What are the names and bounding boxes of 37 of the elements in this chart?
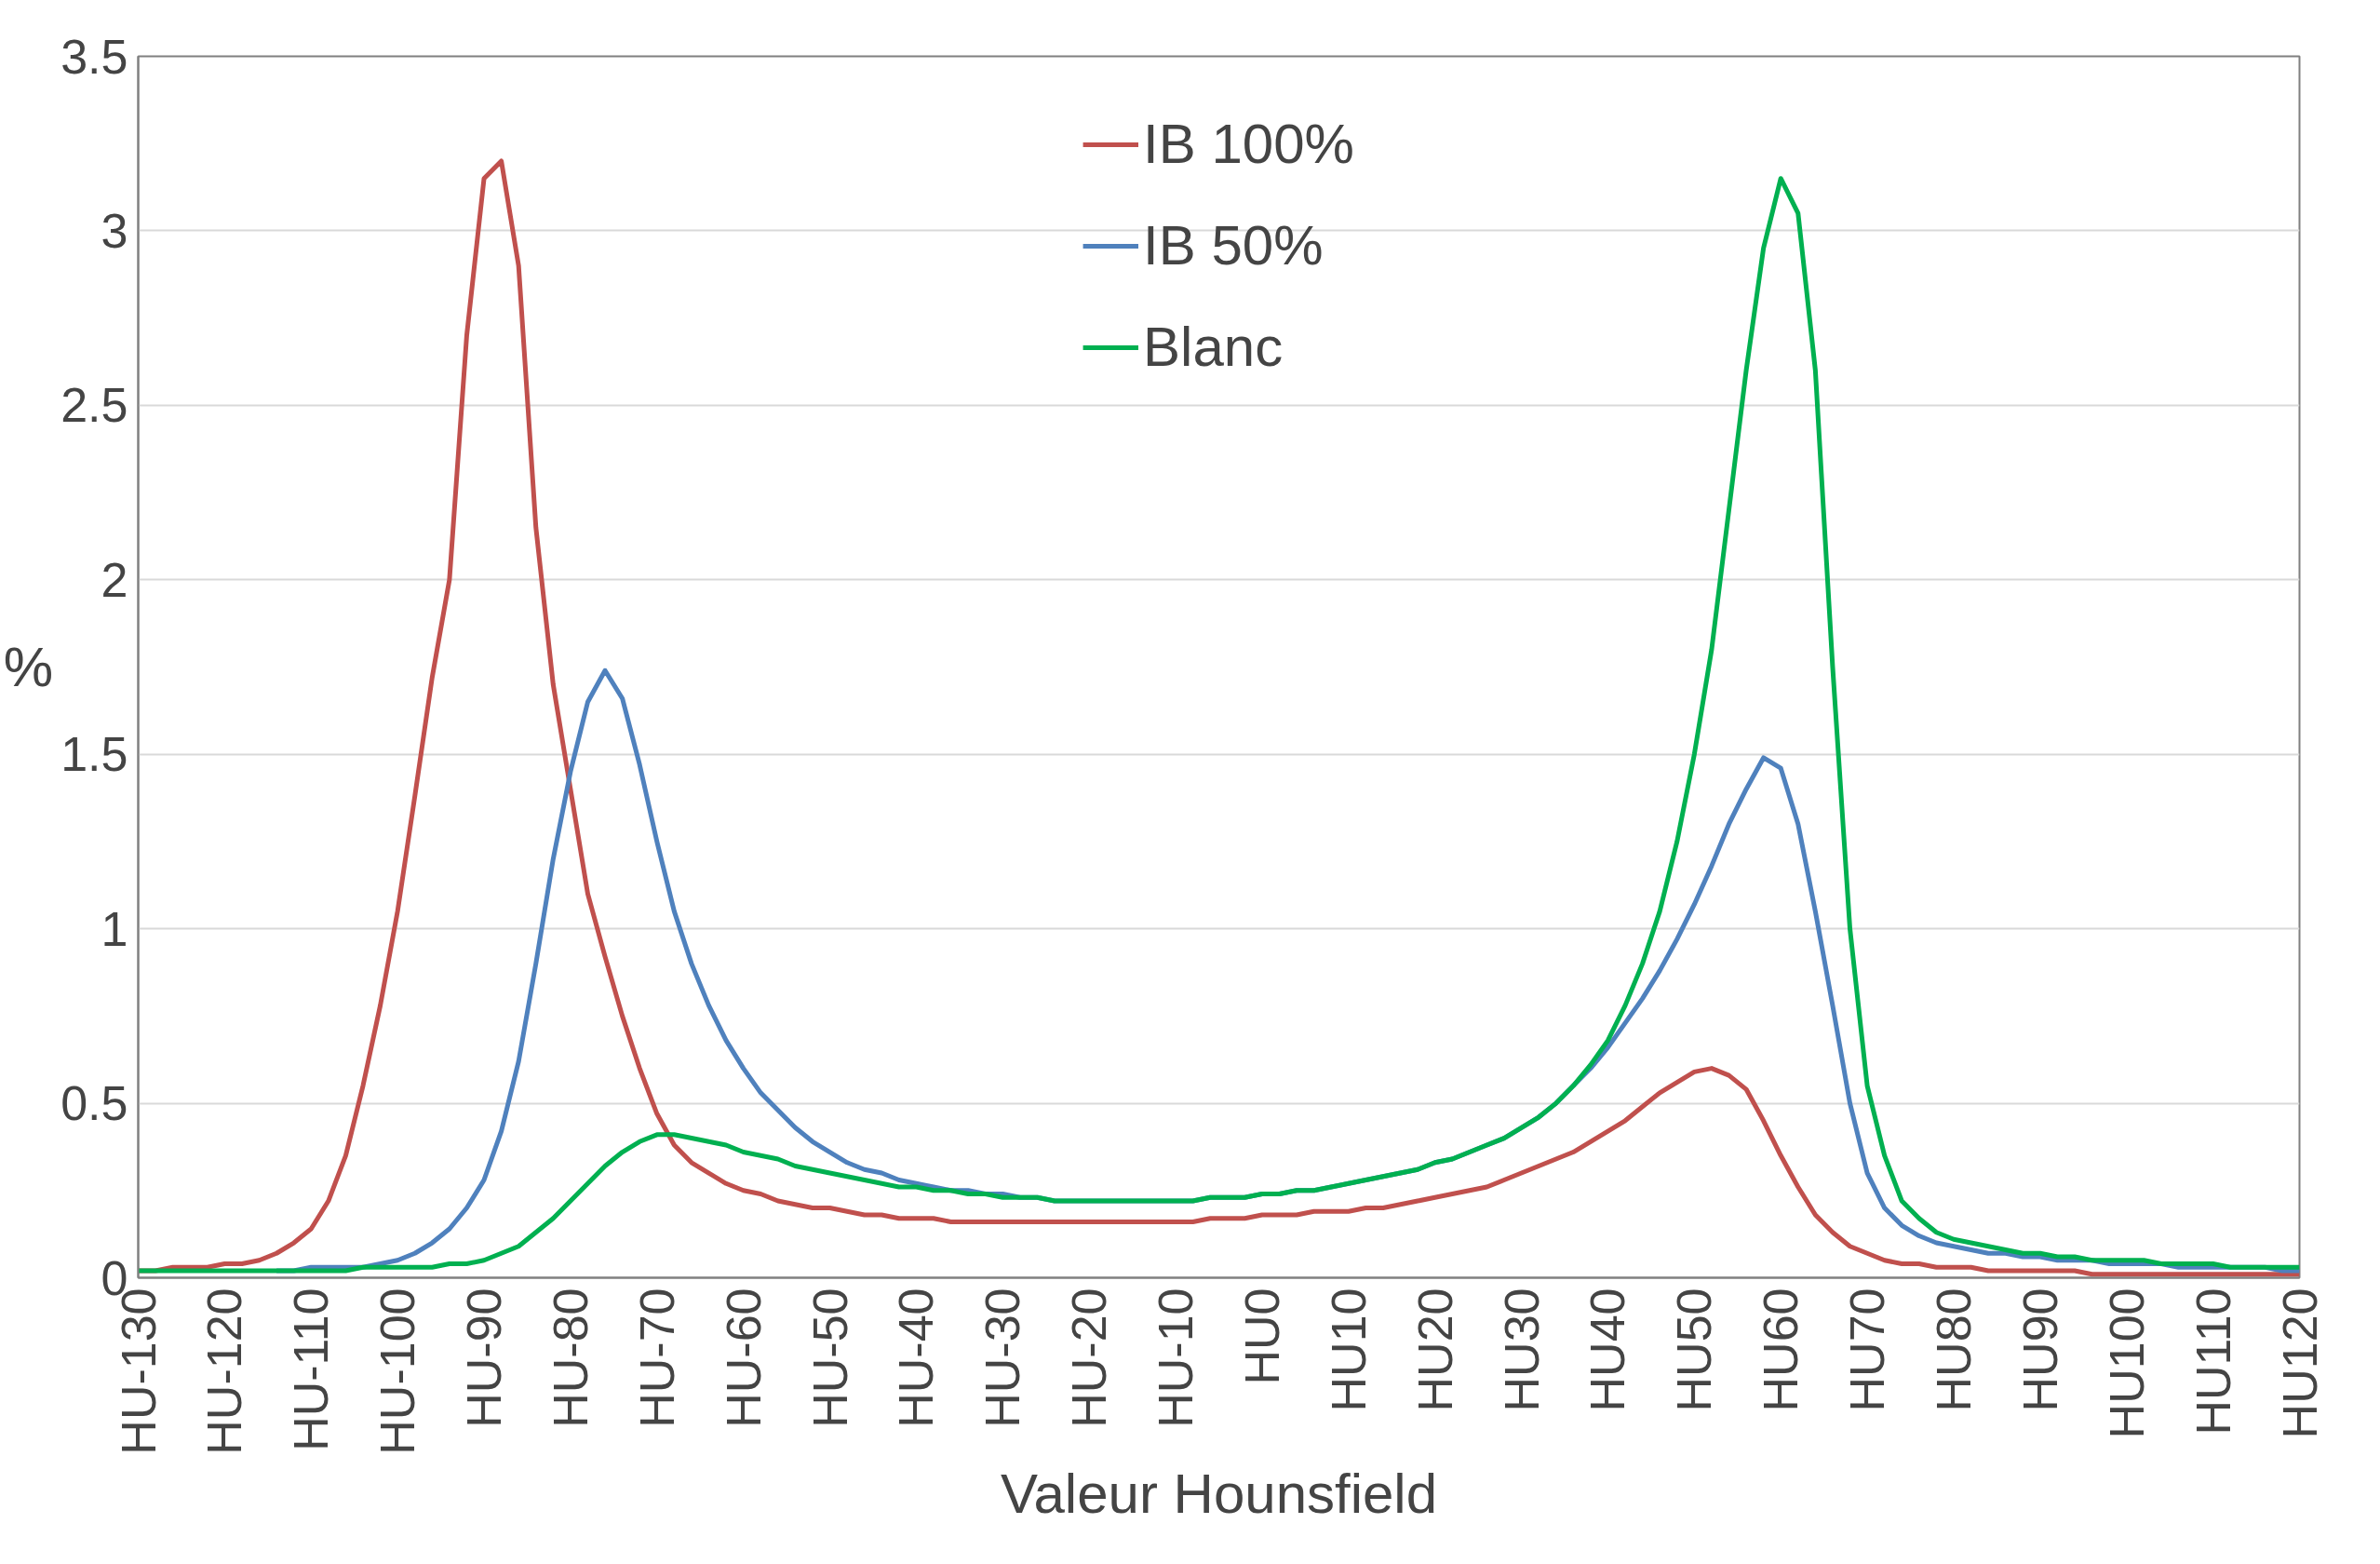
y-tick-label: 2 bbox=[101, 552, 128, 607]
x-tick-label: HU-50 bbox=[802, 1288, 857, 1428]
x-tick-label: HU110 bbox=[2185, 1288, 2240, 1436]
y-tick-label: 3.5 bbox=[61, 29, 128, 84]
x-tick-label: HU-70 bbox=[629, 1288, 684, 1428]
x-tick-label: HU-30 bbox=[975, 1288, 1030, 1428]
x-tick-label: HU10 bbox=[1321, 1288, 1376, 1412]
y-tick-label: 1 bbox=[101, 901, 128, 956]
legend-label: Blanc bbox=[1143, 315, 1284, 379]
x-tick-label: HU-100 bbox=[370, 1288, 425, 1455]
y-tick-label: 0.5 bbox=[61, 1076, 128, 1131]
x-tick-label: HU20 bbox=[1407, 1288, 1462, 1412]
x-tick-label: HU-110 bbox=[284, 1288, 339, 1451]
legend-label: IB 50% bbox=[1143, 213, 1324, 277]
x-tick-label: HU80 bbox=[1926, 1288, 1981, 1412]
x-axis-title: Valeur Hounsfield bbox=[1000, 1462, 1438, 1525]
x-tick-label: HU60 bbox=[1754, 1288, 1809, 1412]
x-tick-label: HU-120 bbox=[197, 1288, 252, 1455]
legend-label: IB 100% bbox=[1143, 112, 1354, 176]
y-tick-label: 3 bbox=[101, 203, 128, 258]
x-tick-label: HU0 bbox=[1234, 1288, 1289, 1385]
x-tick-label: HU-90 bbox=[457, 1288, 512, 1428]
x-tick-label: HU90 bbox=[2012, 1288, 2067, 1412]
x-tick-label: HU100 bbox=[2099, 1288, 2154, 1439]
x-tick-label: HU120 bbox=[2272, 1288, 2327, 1439]
x-tick-label: HU70 bbox=[1840, 1288, 1895, 1412]
x-tick-label: HU-20 bbox=[1062, 1288, 1117, 1428]
x-tick-label: HU-60 bbox=[716, 1288, 771, 1428]
x-tick-label: HU40 bbox=[1580, 1288, 1635, 1412]
y-axis-title: % bbox=[3, 636, 54, 698]
x-tick-label: HU-80 bbox=[543, 1288, 598, 1428]
x-tick-label: HU30 bbox=[1494, 1288, 1549, 1412]
x-tick-label: HU-10 bbox=[1149, 1288, 1203, 1428]
y-tick-label: 1.5 bbox=[61, 727, 128, 782]
y-tick-label: 2.5 bbox=[61, 378, 128, 433]
x-tick-label: HU50 bbox=[1667, 1288, 1722, 1412]
x-tick-label: HU-40 bbox=[889, 1288, 944, 1428]
